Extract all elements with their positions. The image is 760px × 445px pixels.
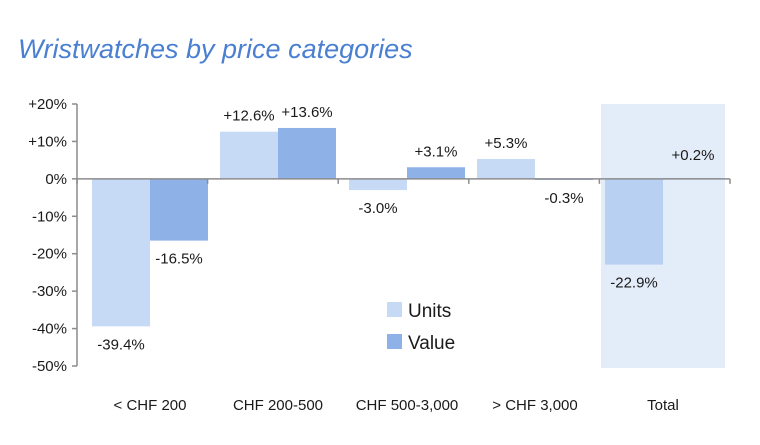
y-tick-label: -30% bbox=[32, 283, 67, 300]
bar-units-chf-3-000 bbox=[477, 159, 535, 179]
y-tick-label: -50% bbox=[32, 358, 67, 375]
chart-title: Wristwatches by price categories bbox=[18, 34, 413, 64]
y-tick-label: 0% bbox=[45, 171, 67, 188]
data-label-value-total: +0.2% bbox=[672, 147, 715, 164]
data-label-value-chf-200: -16.5% bbox=[155, 251, 203, 268]
category-label-total: Total bbox=[647, 397, 679, 414]
legend-swatch-units bbox=[387, 302, 402, 317]
data-label-value-chf-500-3-000: +3.1% bbox=[415, 143, 458, 160]
legend-label-value: Value bbox=[408, 333, 455, 354]
category-label-chf-500-3-000: CHF 500-3,000 bbox=[356, 397, 459, 414]
bar-units-total bbox=[605, 178, 663, 265]
y-tick-label: -10% bbox=[32, 208, 67, 225]
bar-units-chf-500-3-000 bbox=[349, 178, 407, 191]
category-label-chf-3-000: > CHF 3,000 bbox=[492, 397, 577, 414]
data-label-units-chf-200-500: +12.6% bbox=[223, 108, 274, 125]
bar-value-chf-200-500 bbox=[278, 127, 336, 179]
data-label-value-chf-200-500: +13.6% bbox=[281, 104, 332, 121]
y-tick-label: +20% bbox=[28, 96, 67, 113]
data-label-value-chf-3-000: -0.3% bbox=[544, 190, 583, 207]
category-label-chf-200: < CHF 200 bbox=[114, 397, 187, 414]
bar-value-chf-500-3-000 bbox=[407, 167, 465, 179]
y-tick-label: +10% bbox=[28, 133, 67, 150]
bar-units-chf-200-500 bbox=[220, 131, 278, 179]
data-label-units-chf-3-000: +5.3% bbox=[485, 135, 528, 152]
data-label-units-chf-200: -39.4% bbox=[97, 336, 145, 353]
bar-value-chf-200 bbox=[150, 178, 208, 241]
y-tick-label: -20% bbox=[32, 246, 67, 263]
legend-swatch-value bbox=[387, 334, 402, 349]
legend-label-units: Units bbox=[408, 301, 451, 322]
bar-units-chf-200 bbox=[92, 178, 150, 327]
data-label-units-total: -22.9% bbox=[610, 275, 658, 292]
data-label-units-chf-500-3-000: -3.0% bbox=[358, 200, 397, 217]
category-label-chf-200-500: CHF 200-500 bbox=[233, 397, 323, 414]
y-tick-label: -40% bbox=[32, 321, 67, 338]
